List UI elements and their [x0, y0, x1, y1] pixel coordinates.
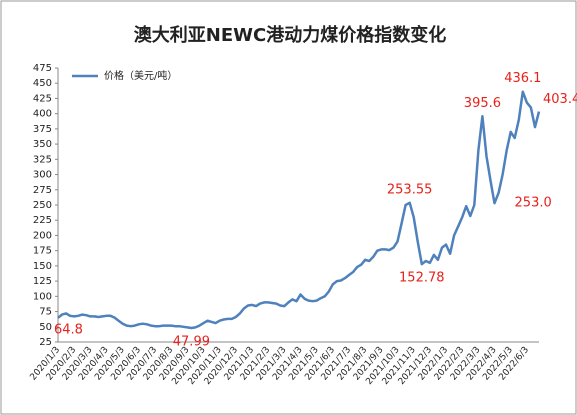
y-tick-label: 75: [39, 307, 52, 318]
y-tick-label: 300: [33, 170, 52, 181]
y-tick-label: 275: [33, 185, 52, 196]
y-tick-label: 25: [39, 337, 52, 348]
y-tick-label: 400: [33, 109, 52, 120]
y-tick-label: 450: [33, 78, 52, 89]
data-label: 64.8: [54, 322, 83, 337]
y-tick-label: 100: [33, 291, 52, 302]
y-tick-label: 250: [33, 200, 52, 211]
y-tick-label: 200: [33, 230, 52, 241]
data-label: 253.0: [515, 196, 552, 211]
y-tick-label: 325: [33, 154, 52, 165]
y-tick-label: 350: [33, 139, 52, 150]
y-tick-label: 125: [33, 276, 52, 287]
y-tick-label: 150: [33, 261, 52, 272]
legend-label: 价格（美元/吨）: [104, 69, 177, 82]
y-tick-label: 175: [33, 246, 52, 257]
y-tick-label: 425: [33, 93, 52, 104]
y-tick-label: 50: [39, 322, 52, 333]
data-label: 403.4: [543, 92, 577, 107]
data-label: 253.55: [387, 182, 433, 197]
data-label: 152.78: [399, 271, 445, 286]
y-tick-label: 225: [33, 215, 52, 226]
data-label: 436.1: [504, 71, 541, 86]
y-tick-label: 475: [33, 63, 52, 74]
data-label: 47.99: [173, 335, 210, 350]
chart-title: 澳大利亚NEWC港动力煤价格指数变化: [134, 24, 446, 46]
series-line: [57, 90, 541, 330]
data-label: 395.6: [464, 96, 501, 111]
y-tick-label: 375: [33, 124, 52, 135]
